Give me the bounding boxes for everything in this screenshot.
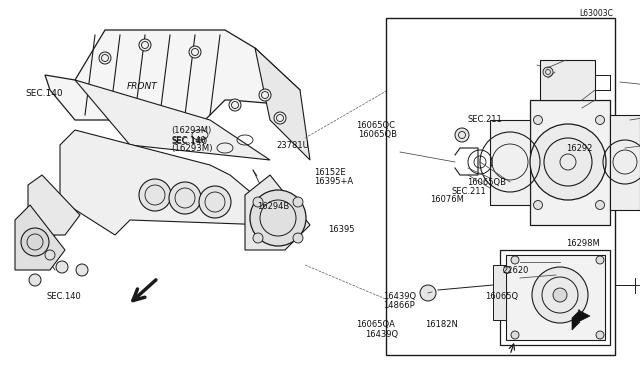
Polygon shape — [506, 255, 605, 340]
Circle shape — [229, 99, 241, 111]
Circle shape — [455, 128, 469, 142]
Circle shape — [534, 115, 543, 125]
Text: 16076M: 16076M — [430, 195, 464, 204]
Text: 16395+A: 16395+A — [314, 177, 353, 186]
Circle shape — [29, 274, 41, 286]
Text: 16182N: 16182N — [425, 320, 458, 329]
Circle shape — [504, 266, 511, 273]
Text: 14866P: 14866P — [383, 301, 415, 310]
Text: SEC.211: SEC.211 — [452, 187, 486, 196]
Circle shape — [250, 190, 306, 246]
Polygon shape — [572, 310, 590, 330]
Text: 16065QB: 16065QB — [467, 178, 506, 187]
Circle shape — [253, 233, 263, 243]
Circle shape — [534, 201, 543, 209]
Text: SEC.140: SEC.140 — [172, 136, 206, 145]
Text: 16439Q: 16439Q — [383, 292, 416, 301]
Circle shape — [553, 288, 567, 302]
Circle shape — [530, 124, 606, 200]
Circle shape — [253, 197, 263, 207]
Text: SEC.140: SEC.140 — [172, 137, 207, 146]
Circle shape — [274, 112, 286, 124]
Circle shape — [45, 250, 55, 260]
Text: SEC.140: SEC.140 — [26, 89, 63, 97]
Circle shape — [511, 256, 519, 264]
Text: (16293M): (16293M) — [172, 144, 213, 153]
Polygon shape — [493, 265, 506, 320]
Bar — [500, 250, 610, 345]
Circle shape — [259, 89, 271, 101]
Polygon shape — [490, 120, 530, 205]
Text: 16439Q: 16439Q — [365, 330, 398, 339]
Polygon shape — [540, 60, 595, 100]
Polygon shape — [28, 175, 80, 235]
Text: 16292: 16292 — [566, 144, 592, 153]
Circle shape — [596, 256, 604, 264]
Text: 16065QA: 16065QA — [356, 320, 395, 329]
Text: 16065QC: 16065QC — [356, 121, 395, 130]
Circle shape — [532, 267, 588, 323]
Circle shape — [139, 179, 171, 211]
Circle shape — [420, 285, 436, 301]
Circle shape — [56, 261, 68, 273]
Polygon shape — [255, 48, 310, 160]
Text: 16065QB: 16065QB — [358, 130, 397, 139]
Text: 22620: 22620 — [502, 266, 529, 275]
Circle shape — [76, 264, 88, 276]
Text: FRONT: FRONT — [127, 82, 157, 91]
Text: L63003C: L63003C — [579, 9, 613, 17]
Text: 16298M: 16298M — [566, 239, 600, 248]
Text: (16293M): (16293M) — [172, 126, 212, 135]
Text: SEC.211: SEC.211 — [467, 115, 502, 124]
Bar — [530, 100, 610, 225]
Circle shape — [189, 46, 201, 58]
Circle shape — [21, 228, 49, 256]
Text: 16152E: 16152E — [314, 168, 345, 177]
Text: 16395: 16395 — [328, 225, 354, 234]
Circle shape — [595, 201, 605, 209]
Circle shape — [139, 39, 151, 51]
Polygon shape — [610, 115, 640, 210]
Bar — [386, 18, 615, 355]
Circle shape — [293, 197, 303, 207]
Text: 16065Q: 16065Q — [485, 292, 518, 301]
Circle shape — [596, 331, 604, 339]
Text: SEC.140: SEC.140 — [46, 292, 81, 301]
Polygon shape — [75, 80, 270, 160]
Circle shape — [99, 52, 111, 64]
Circle shape — [511, 331, 519, 339]
Polygon shape — [15, 205, 65, 270]
Text: 23781U: 23781U — [276, 141, 309, 150]
Circle shape — [293, 233, 303, 243]
Circle shape — [199, 186, 231, 218]
Circle shape — [543, 67, 553, 77]
Polygon shape — [245, 175, 310, 250]
Text: 16294B: 16294B — [257, 202, 289, 211]
Polygon shape — [60, 130, 270, 235]
Circle shape — [169, 182, 201, 214]
Polygon shape — [45, 30, 300, 120]
Circle shape — [595, 115, 605, 125]
